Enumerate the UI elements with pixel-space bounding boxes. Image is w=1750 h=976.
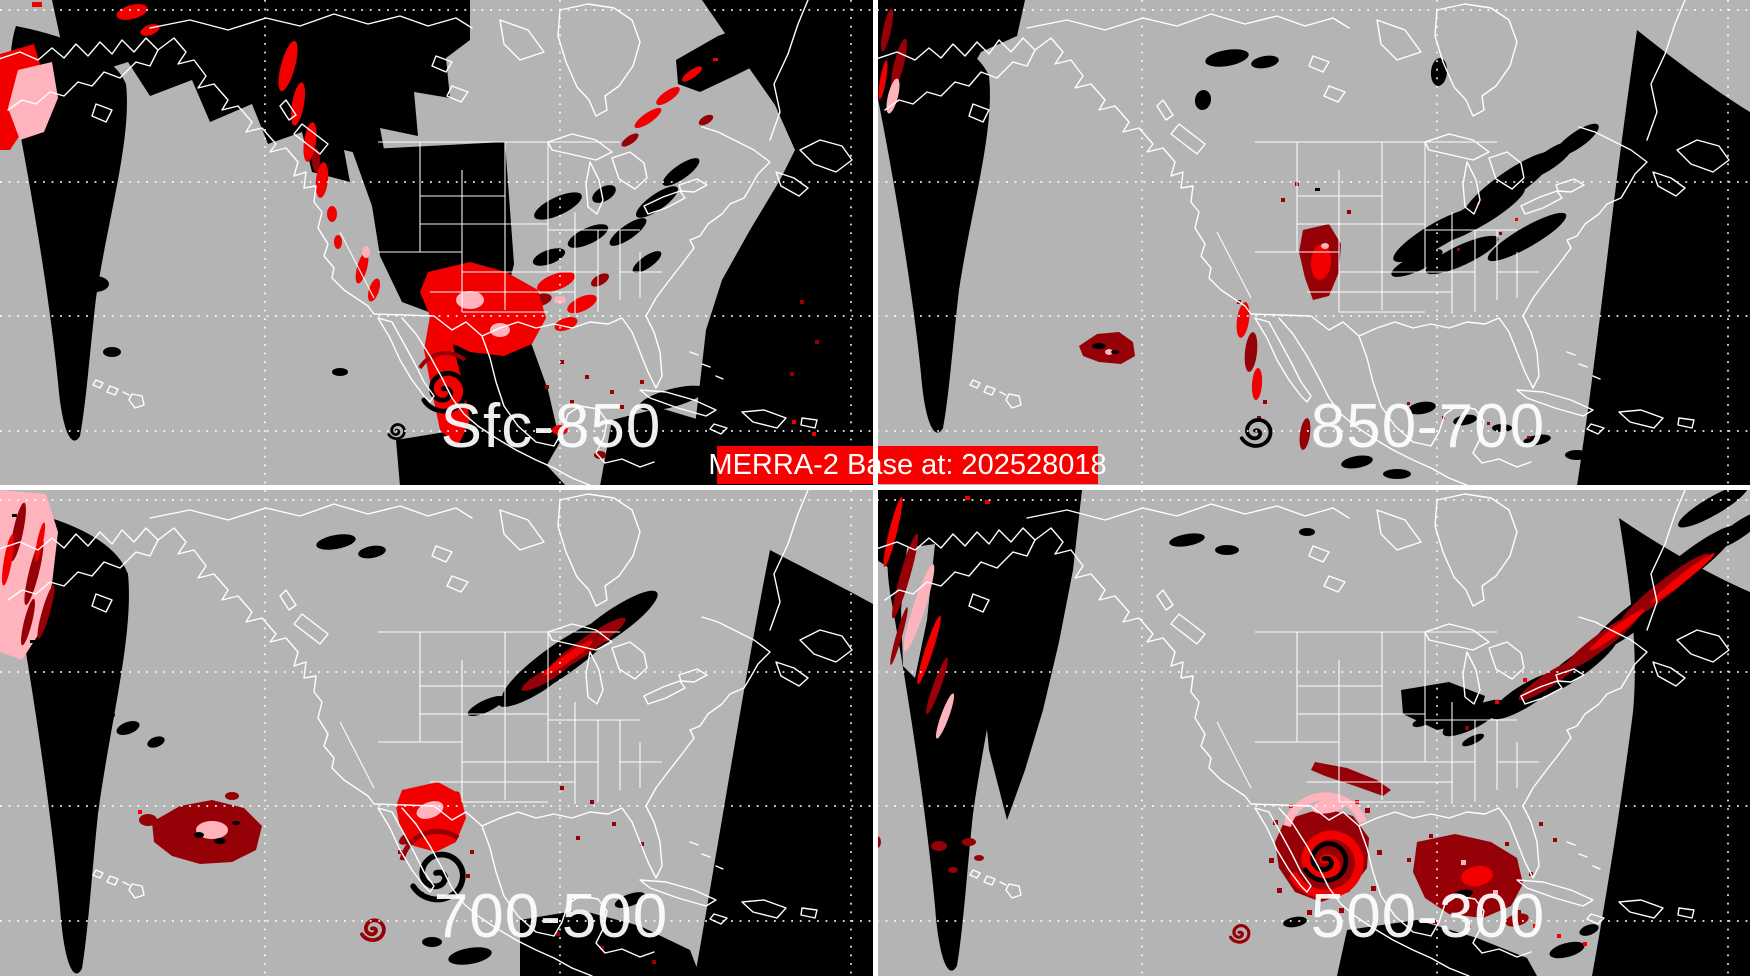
panel-label: 700-500	[433, 882, 669, 951]
timestamp-banner: MERRA-2 Base at: 202528018	[708, 446, 1107, 484]
panel-500-300: 500-300	[877, 490, 1750, 976]
hurricane-spirals	[387, 351, 466, 441]
moisture-pink	[886, 78, 1329, 355]
map-850-700	[877, 0, 1750, 486]
speck-overlays	[12, 514, 240, 844]
moisture-red	[878, 60, 1518, 400]
panel-sfc-850: Sfc-850	[0, 0, 873, 486]
speck-overlays	[1092, 188, 1320, 354]
moisture-red	[883, 496, 1715, 946]
panel-850-700: 850-700	[877, 0, 1750, 486]
map-sfc-850	[0, 0, 873, 486]
map-700-500	[0, 490, 873, 976]
moisture-pink	[8, 62, 566, 337]
panel-label: 500-300	[1310, 882, 1546, 951]
panel-700-500: 700-500	[0, 490, 873, 976]
map-500-300	[877, 490, 1750, 976]
panel-label: 850-700	[1310, 392, 1546, 461]
panel-label: Sfc-850	[440, 392, 662, 461]
horizontal-panel-divider	[0, 485, 1750, 490]
hurricane-spirals	[360, 828, 463, 943]
